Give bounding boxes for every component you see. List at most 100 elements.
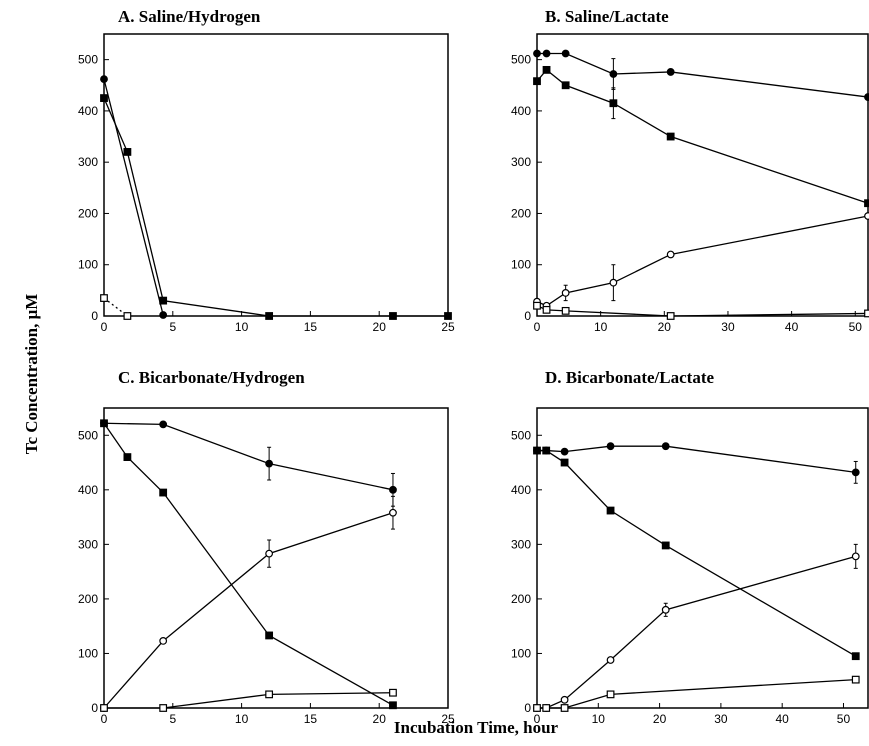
panel-b-xtick-label: 50 [849, 320, 863, 334]
data-point [265, 459, 274, 468]
series-line [103, 512, 394, 709]
data-point [851, 468, 860, 477]
panel-b-title: B. Saline/Lactate [545, 7, 669, 26]
x-axis-label: Incubation Time, hour [394, 718, 559, 737]
data-point [606, 690, 615, 699]
panel-d-ytick-label: 500 [511, 428, 531, 442]
series-line [103, 422, 394, 491]
data-point [123, 148, 132, 156]
data-point [542, 446, 551, 455]
y-axis-label: Tc Concentration, μM [22, 294, 41, 455]
panel-b-series-open-circle [533, 212, 869, 310]
panel-a-series-filled-circle [100, 75, 168, 319]
data-point [123, 453, 132, 461]
panel-b-ytick-label: 200 [511, 206, 531, 220]
data-point [533, 704, 541, 712]
panel-d-series-open-circle [533, 543, 860, 712]
data-point [864, 93, 869, 101]
panel-c-ytick-label: 200 [78, 592, 98, 606]
data-point [661, 605, 670, 614]
panel-a-series-filled-square [100, 94, 452, 320]
panel-a-xtick-label: 20 [373, 320, 387, 334]
panel-d-xtick-label: 40 [776, 712, 790, 726]
data-point [100, 419, 108, 428]
panel-c-series-filled-circle [100, 419, 397, 507]
series-line [537, 678, 856, 709]
data-point [542, 704, 551, 712]
data-point [265, 312, 274, 320]
data-point [533, 77, 541, 86]
panel-a-xtick-label: 10 [235, 320, 249, 334]
panel-a-xtick-label: 15 [304, 320, 318, 334]
series-line [536, 68, 869, 204]
data-point [561, 289, 570, 297]
panel-d-series-filled-square [533, 446, 860, 661]
series-line [103, 97, 448, 317]
data-point [444, 312, 452, 320]
series-line [536, 215, 869, 307]
panel-c-xtick-label: 5 [169, 712, 176, 726]
panel-b-series-filled-circle [533, 49, 869, 101]
data-point [542, 49, 551, 58]
panel-b-ytick-label: 400 [511, 104, 531, 118]
data-point [265, 631, 274, 640]
panel-b-series-open-square [533, 301, 869, 320]
panel-c-ytick-label: 400 [78, 483, 98, 497]
series-line [537, 555, 856, 709]
data-point [666, 312, 675, 320]
panel-c-series-open-square [100, 688, 397, 712]
panel-a-xtick-label: 0 [101, 320, 108, 334]
data-point [606, 656, 615, 664]
panel-b-xtick-label: 20 [658, 320, 672, 334]
data-point [661, 541, 670, 550]
panel-c-xtick-label: 25 [441, 712, 455, 726]
data-point [100, 75, 108, 84]
panel-c-series-filled-square [100, 419, 397, 710]
data-point [609, 278, 618, 287]
panel-d-ytick-label: 100 [511, 646, 531, 660]
data-point [265, 690, 274, 699]
panel-d: 0 100 200 300 400 500 0 10 20 30 40 50 [511, 407, 869, 726]
data-point [864, 212, 869, 220]
series-line [536, 305, 869, 317]
data-point [609, 70, 618, 78]
panel-c-ytick-label: 0 [91, 701, 98, 715]
panel-a-ytick-label: 400 [78, 104, 98, 118]
data-point [389, 688, 397, 697]
data-point [561, 306, 570, 315]
data-point [389, 701, 397, 710]
panel-c-xtick-label: 15 [304, 712, 318, 726]
panel-a-ytick-label: 500 [78, 53, 98, 67]
panel-d-ytick-label: 0 [524, 701, 531, 715]
panel-c-series-open-circle [100, 495, 397, 712]
data-point [560, 695, 569, 704]
data-point [851, 652, 860, 661]
panel-a-ytick-label: 100 [78, 258, 98, 272]
panel-b-series-filled-square [533, 65, 869, 208]
data-point [100, 94, 108, 102]
panel-a-ytick-label: 200 [78, 206, 98, 220]
panel-d-ytick-label: 400 [511, 483, 531, 497]
data-point [606, 442, 615, 451]
data-point [159, 296, 168, 305]
data-point [666, 250, 675, 259]
panel-b-ytick-label: 500 [511, 53, 531, 67]
panel-d-xtick-label: 20 [653, 712, 667, 726]
panel-d-ytick-label: 300 [511, 537, 531, 551]
data-point [560, 447, 569, 456]
data-point [609, 99, 618, 108]
series-line [103, 422, 394, 706]
series-line [103, 78, 164, 316]
data-point [159, 704, 168, 712]
panel-c: 0 100 200 300 400 500 0 5 10 15 20 25 [78, 407, 455, 726]
panel-d-series-open-square [533, 675, 860, 712]
panel-c-xtick-label: 0 [101, 712, 108, 726]
data-point [560, 704, 569, 712]
panel-b-xtick-label: 40 [785, 320, 799, 334]
data-point [533, 446, 541, 455]
data-point [542, 305, 551, 314]
panel-b-ytick-label: 100 [511, 258, 531, 272]
data-point [389, 485, 397, 494]
data-point [159, 488, 168, 497]
